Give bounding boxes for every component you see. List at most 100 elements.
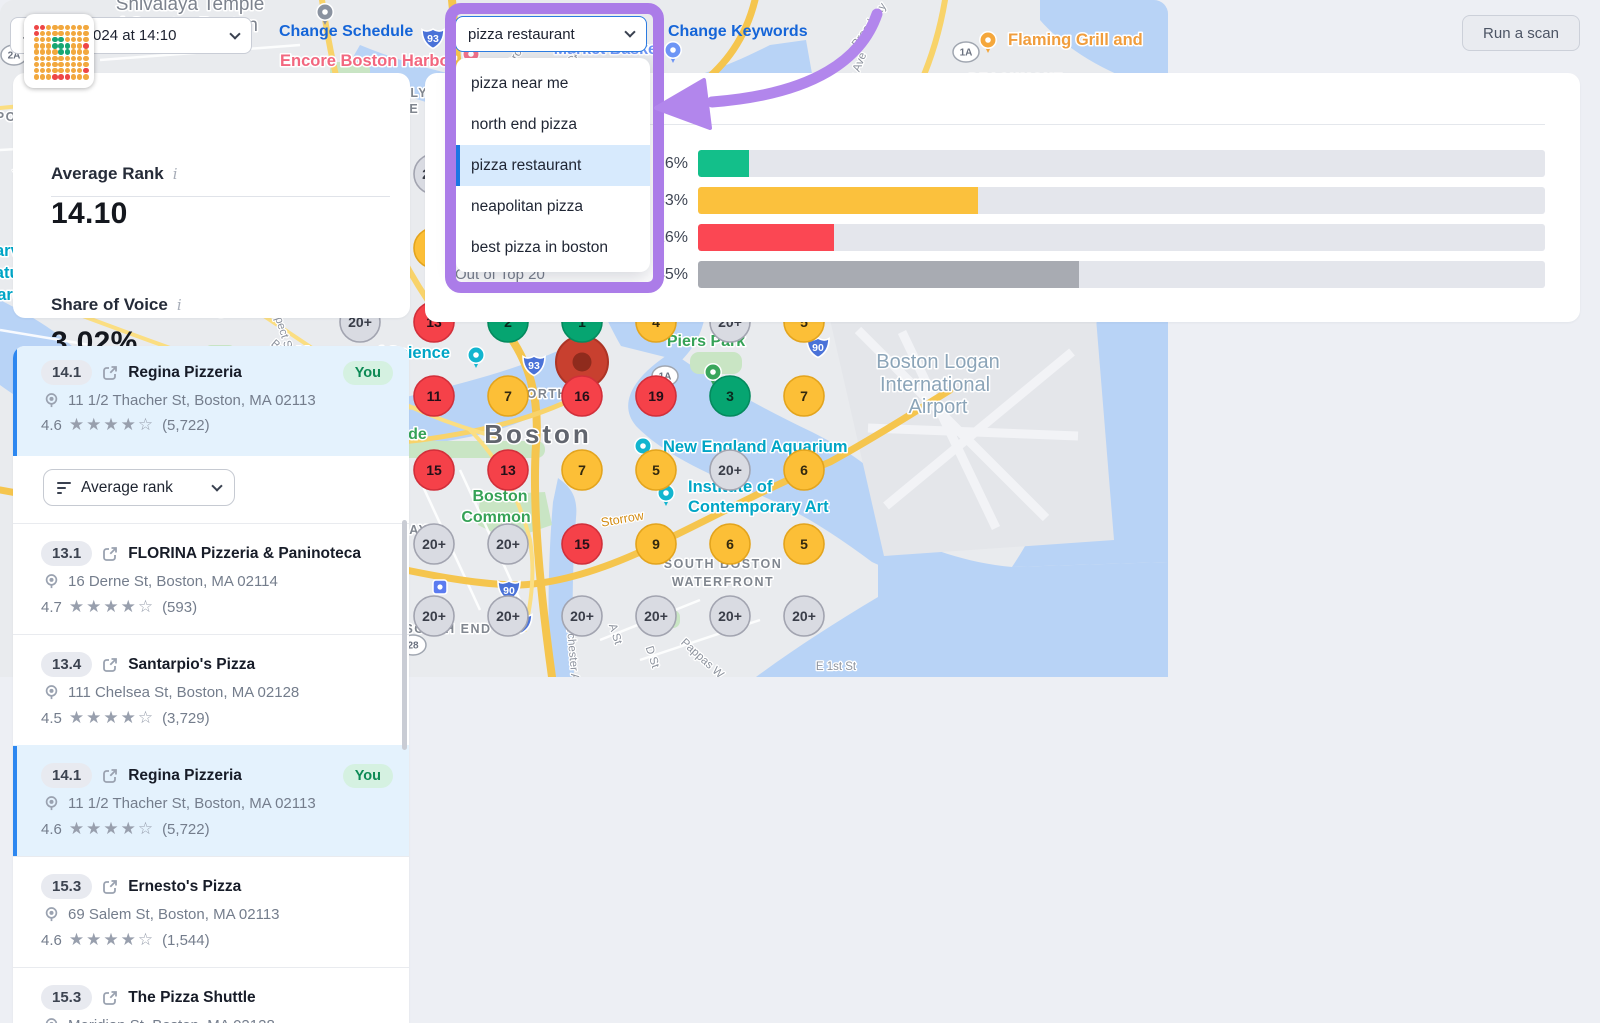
map-rank-marker[interactable]: 15 xyxy=(561,523,603,565)
poi-pin-icon[interactable] xyxy=(316,3,334,25)
location-pin-icon xyxy=(45,393,58,408)
sort-by-button[interactable]: Average rank xyxy=(43,469,235,506)
map-rank-marker[interactable]: 7 xyxy=(783,375,825,417)
poi-pin-icon[interactable] xyxy=(704,363,722,385)
heatmap-dot xyxy=(33,74,40,80)
business-name[interactable]: The Pizza Shuttle xyxy=(128,988,256,1006)
map-rank-marker[interactable]: 16 xyxy=(561,375,603,417)
map-rank-marker[interactable]: 7 xyxy=(561,449,603,491)
heatmap-dot xyxy=(45,36,52,43)
external-link-icon[interactable] xyxy=(102,990,118,1006)
map-rank-marker[interactable]: 19 xyxy=(635,375,677,417)
map-label: Airport xyxy=(909,396,968,418)
list-item[interactable]: 15.3 Ernesto's Pizza 69 Salem St, Boston, … xyxy=(13,856,409,967)
external-link-icon[interactable] xyxy=(102,546,118,562)
map-rank-marker[interactable]: 20+ xyxy=(709,449,751,491)
heatmap-dot xyxy=(83,36,89,43)
keyword-option[interactable]: north end pizza xyxy=(471,116,577,133)
star-rating: ★★★★☆ xyxy=(68,708,156,727)
list-item[interactable]: 14.1 Regina Pizzeria You 11 1/2 Thacher St,… xyxy=(13,745,409,856)
svg-text:93: 93 xyxy=(528,360,540,372)
external-link-icon[interactable] xyxy=(102,879,118,895)
info-icon[interactable]: i xyxy=(176,296,182,314)
run-a-scan-button[interactable]: Run a scan xyxy=(1462,15,1580,51)
map-rank-marker[interactable]: 20+ xyxy=(635,595,677,637)
business-name[interactable]: Regina Pizzeria xyxy=(128,363,242,381)
svg-text:90: 90 xyxy=(812,342,824,354)
poi-pin-icon[interactable] xyxy=(634,437,652,459)
map-rank-marker[interactable]: 20+ xyxy=(413,595,455,637)
business-name[interactable]: Regina Pizzeria xyxy=(128,766,242,784)
map-rank-marker[interactable]: 5 xyxy=(783,523,825,565)
map-rank-marker[interactable]: 3 xyxy=(709,375,751,417)
map-rank-marker[interactable]: 6 xyxy=(709,523,751,565)
map-rank-marker[interactable]: 7 xyxy=(487,375,529,417)
svg-text:20+: 20+ xyxy=(348,314,372,330)
map-rank-marker[interactable]: 20+ xyxy=(709,595,751,637)
external-link-icon[interactable] xyxy=(102,657,118,673)
map-rank-marker[interactable]: 20+ xyxy=(487,595,529,637)
heatmap-dot xyxy=(64,24,71,31)
map-rank-marker[interactable]: 20+ xyxy=(561,595,603,637)
heatmap-dot xyxy=(83,74,89,80)
external-link-icon[interactable] xyxy=(102,365,118,381)
heatmap-dot xyxy=(45,43,52,49)
keyword-option[interactable]: pizza restaurant xyxy=(456,145,650,186)
heatmap-grid-icon[interactable] xyxy=(24,14,94,88)
map-rank-marker[interactable]: 5 xyxy=(635,449,677,491)
heatmap-dot xyxy=(83,30,89,37)
keyword-select[interactable]: pizza restaurant xyxy=(455,16,647,52)
list-item[interactable]: 15.3 The Pizza Shuttle Meridian St, Boston… xyxy=(13,967,409,1023)
list-scrollbar[interactable] xyxy=(402,520,407,750)
heatmap-dot xyxy=(39,67,46,74)
star-rating: ★★★★☆ xyxy=(68,415,156,434)
poi-pin-icon[interactable] xyxy=(432,579,448,595)
business-name[interactable]: Ernesto's Pizza xyxy=(128,877,242,895)
business-name[interactable]: FLORINA Pizzeria & Paninoteca xyxy=(128,544,362,562)
poi-pin-icon[interactable] xyxy=(664,41,682,63)
list-item[interactable]: 13.4 Santarpio's Pizza 111 Chelsea St, Bos… xyxy=(13,634,409,745)
external-link-icon[interactable] xyxy=(102,768,118,784)
map-rank-marker[interactable]: 13 xyxy=(487,449,529,491)
map-label: Common xyxy=(461,509,530,526)
poi-pin-icon[interactable] xyxy=(979,31,997,53)
map-rank-marker[interactable]: 20+ xyxy=(413,523,455,565)
chevron-down-icon xyxy=(624,26,636,38)
map-rank-marker[interactable]: 6 xyxy=(783,449,825,491)
list-item[interactable]: 13.1 FLORINA Pizzeria & Paninoteca 16 Dern… xyxy=(13,523,409,634)
change-keywords-link[interactable]: Change Keywords xyxy=(668,23,808,40)
heatmap-dot xyxy=(64,49,71,55)
heatmap-dot xyxy=(33,67,40,74)
svg-text:20+: 20+ xyxy=(422,608,446,624)
chevron-down-icon xyxy=(229,27,241,40)
heatmap-dot xyxy=(64,61,71,68)
chart-bar-track xyxy=(698,224,1545,251)
map-rank-marker[interactable]: 9 xyxy=(635,523,677,565)
svg-text:7: 7 xyxy=(800,388,808,404)
heatmap-dot xyxy=(33,55,40,62)
map-rank-marker[interactable]: 20+ xyxy=(487,523,529,565)
heatmap-dot xyxy=(58,36,64,43)
heatmap-dot xyxy=(45,24,52,31)
svg-text:1A: 1A xyxy=(960,48,973,59)
keyword-option[interactable]: neapolitan pizza xyxy=(471,198,584,215)
business-name[interactable]: Santarpio's Pizza xyxy=(128,655,256,673)
keyword-option[interactable]: best pizza in boston xyxy=(471,239,609,256)
info-icon[interactable]: i xyxy=(655,88,660,106)
poi-pin-icon[interactable] xyxy=(467,346,485,368)
pinned-your-business-card[interactable]: 14.1 Regina Pizzeria You 11 1/2 Thacher St,… xyxy=(13,346,409,456)
keyword-option[interactable]: pizza near me xyxy=(471,75,569,92)
map-label: International xyxy=(880,374,990,396)
change-schedule-link[interactable]: Change Schedule xyxy=(279,23,414,40)
map-rank-marker[interactable]: 11 xyxy=(413,375,455,417)
listing-rating-row: 4.5 ★★★★☆ (3,729) xyxy=(41,708,210,728)
listing-rating-row: 4.6 ★★★★☆ (1,544) xyxy=(41,930,210,950)
map-rank-marker[interactable]: 15 xyxy=(413,449,455,491)
listing-address-row: 16 Derne St, Boston, MA 02114 xyxy=(43,573,278,590)
svg-text:20+: 20+ xyxy=(570,608,594,624)
map-rank-marker[interactable]: 20+ xyxy=(783,595,825,637)
info-icon[interactable]: i xyxy=(172,165,178,183)
heatmap-dot xyxy=(52,67,58,74)
map-label: Boston xyxy=(484,419,592,449)
